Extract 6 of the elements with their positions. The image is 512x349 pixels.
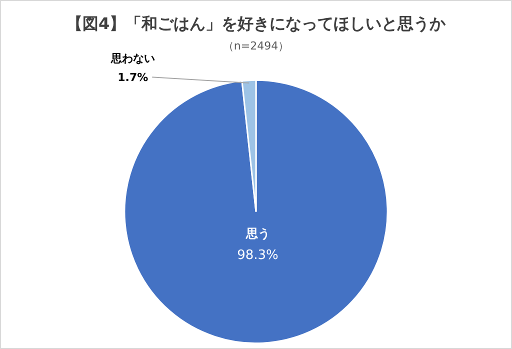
chart-subtitle: （n=2494） xyxy=(222,40,290,53)
slice-label: 思う xyxy=(244,226,270,241)
chart-title: 【図4】「和ごはん」を好きになってほしいと思うか xyxy=(66,14,447,33)
slice-label: 思わない xyxy=(110,52,156,66)
data-label: 98.3% xyxy=(237,248,278,263)
data-label: 1.7% xyxy=(118,71,148,84)
